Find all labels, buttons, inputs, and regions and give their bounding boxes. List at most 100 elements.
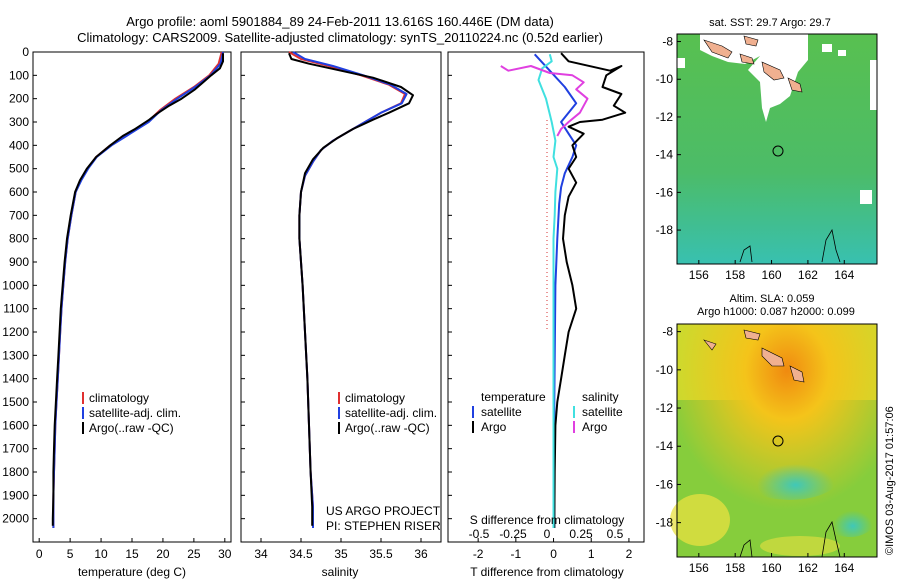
sst-map-title: sat. SST: 29.7 Argo: 29.7 <box>709 17 831 29</box>
sla-map-title-line1: Altim. SLA: 0.059 <box>730 293 815 305</box>
sla-teal-patch <box>822 493 878 537</box>
map-y-tick-label: -14 <box>656 148 674 162</box>
sla-y-axis: -8 -10 -12 -14 -16 -18 <box>656 325 681 530</box>
x-tick-label: 15 <box>125 547 139 561</box>
s-tick-label: 0.5 <box>607 527 624 541</box>
y-tick-label: 1000 <box>2 278 29 292</box>
map-y-tick-label: -8 <box>662 35 673 49</box>
map-y-tick-label: -12 <box>656 110 674 124</box>
y-tick-label: 1700 <box>2 442 29 456</box>
difference-panel: -2 -1 0 1 2 -0.5 -0.25 0 0.25 0.5 temperature sa… <box>447 51 645 579</box>
s-difference-axis-label: S difference from climatology <box>470 513 625 527</box>
map-y-tick-label: -18 <box>656 516 674 530</box>
figure-title-line1: Argo profile: aoml 5901884_89 24-Feb-201… <box>126 14 554 29</box>
y-tick-label: 1300 <box>2 348 29 362</box>
sla-map: Altim. SLA: 0.059 Argo h1000: 0.087 h200… <box>656 293 878 575</box>
sst-islands <box>703 35 803 93</box>
salinity-profiles <box>288 51 414 528</box>
legend-label-argo: Argo(..raw -QC) <box>345 421 430 435</box>
map-x-tick-label: 162 <box>798 561 818 575</box>
legend-label-climatology: climatology <box>345 391 405 405</box>
y-tick-label: 100 <box>9 68 29 82</box>
salinity-axis-label: salinity <box>322 565 359 579</box>
x-tick-label: 0 <box>36 547 43 561</box>
sla-x-axis: 156 158 160 162 164 <box>689 553 855 575</box>
series-t-argo <box>553 52 627 529</box>
map-y-tick-label: -10 <box>656 363 674 377</box>
difference-profiles <box>500 52 627 529</box>
x-tick-label: 34.5 <box>289 547 313 561</box>
sst-map: sat. SST: 29.7 Argo: 29.7 156 158 160 162 16… <box>656 17 878 282</box>
difference-y-ticks <box>448 51 452 520</box>
y-tick-label: 600 <box>9 185 29 199</box>
sla-teal-patch <box>735 440 845 500</box>
legend-label-s-satellite: satellite <box>582 405 623 419</box>
y-tick-label: 300 <box>9 115 29 129</box>
y-tick-label: 200 <box>9 92 29 106</box>
sst-x-axis: 156 158 160 162 164 <box>689 260 855 282</box>
legend-label-satellite: satellite-adj. clim. <box>89 406 181 420</box>
x-tick-label: 10 <box>94 547 108 561</box>
x-tick-label: -2 <box>473 547 484 561</box>
series-climatology <box>52 51 223 528</box>
sla-map-title-line2: Argo h1000: 0.087 h2000: 0.099 <box>697 306 855 318</box>
sst-map-frame <box>676 33 878 265</box>
salinity-y-ticks <box>241 51 245 520</box>
y-tick-label: 800 <box>9 232 29 246</box>
s-difference-x-axis: -0.5 -0.25 0 0.25 0.5 <box>469 527 624 541</box>
series-argo-raw-qc <box>51 53 224 526</box>
x-tick-label: 34 <box>254 547 268 561</box>
map-y-tick-label: -14 <box>656 439 674 453</box>
sla-yellow-patch <box>760 536 840 556</box>
legend-title-temperature: temperature <box>481 390 546 404</box>
map-y-tick-label: -10 <box>656 72 674 86</box>
y-tick-label: 1400 <box>2 372 29 386</box>
sla-coastline <box>739 520 841 558</box>
x-tick-label: 5 <box>67 547 74 561</box>
temperature-panel: 0100200300400500600700800900100011001200… <box>2 45 232 579</box>
x-tick-label: 20 <box>156 547 170 561</box>
pi-label: PI: STEPHEN RISER <box>326 519 441 533</box>
sst-coastline <box>739 228 841 263</box>
legend-title-salinity: salinity <box>582 390 619 404</box>
figure-title-line2: Climatology: CARS2009. Satellite-adjuste… <box>77 30 603 45</box>
salinity-axes-frame <box>240 51 442 543</box>
s-tick-label: -0.5 <box>469 527 490 541</box>
x-tick-label: 1 <box>588 547 595 561</box>
legend-label-s-argo: Argo <box>582 420 608 434</box>
y-tick-label: 1800 <box>2 465 29 479</box>
y-tick-label: 2000 <box>2 512 29 526</box>
temperature-x-axis: 0 5 10 15 20 25 30 <box>36 538 232 561</box>
map-x-tick-label: 158 <box>725 268 745 282</box>
project-label: US ARGO PROJECT <box>326 504 441 518</box>
sst-argo-position-marker <box>772 145 784 157</box>
temperature-legend: climatology satellite-adj. clim. Argo(..… <box>82 391 181 435</box>
x-tick-label: 25 <box>187 547 201 561</box>
y-tick-label: 1200 <box>2 325 29 339</box>
s-tick-label: 0.25 <box>569 527 593 541</box>
legend-label-t-argo: Argo <box>481 420 507 434</box>
depth-axis: 0 100 200 300 400 500 600 700 800 900 1000 1100 1200… <box>2 45 37 526</box>
temperature-profiles <box>51 51 224 528</box>
map-x-tick-label: 158 <box>725 561 745 575</box>
sst-y-axis: -8 -10 -12 -14 -16 -18 <box>656 35 681 237</box>
sla-argo-position-marker <box>772 435 784 447</box>
x-tick-label: 35.5 <box>369 547 393 561</box>
y-tick-label: 900 <box>9 255 29 269</box>
sla-yellow-patch <box>670 494 730 546</box>
t-difference-axis-label: T difference from climatology <box>470 565 624 579</box>
difference-axes-frame <box>447 51 645 543</box>
sla-map-frame <box>676 323 878 558</box>
y-tick-label: 1100 <box>3 302 29 316</box>
map-y-tick-label: -18 <box>656 223 674 237</box>
difference-legend: temperature salinity satellite Argo sate… <box>472 390 623 434</box>
y-tick-label: 1900 <box>2 488 29 502</box>
map-x-tick-label: 164 <box>834 561 854 575</box>
y-tick-label: 700 <box>9 208 29 222</box>
y-tick-label: 1500 <box>2 395 29 409</box>
salinity-legend: climatology satellite-adj. clim. Argo(..… <box>338 391 437 435</box>
series-t-satellite <box>533 53 578 528</box>
series-s-argo <box>500 65 589 137</box>
s-tick-label: 0 <box>544 527 551 541</box>
